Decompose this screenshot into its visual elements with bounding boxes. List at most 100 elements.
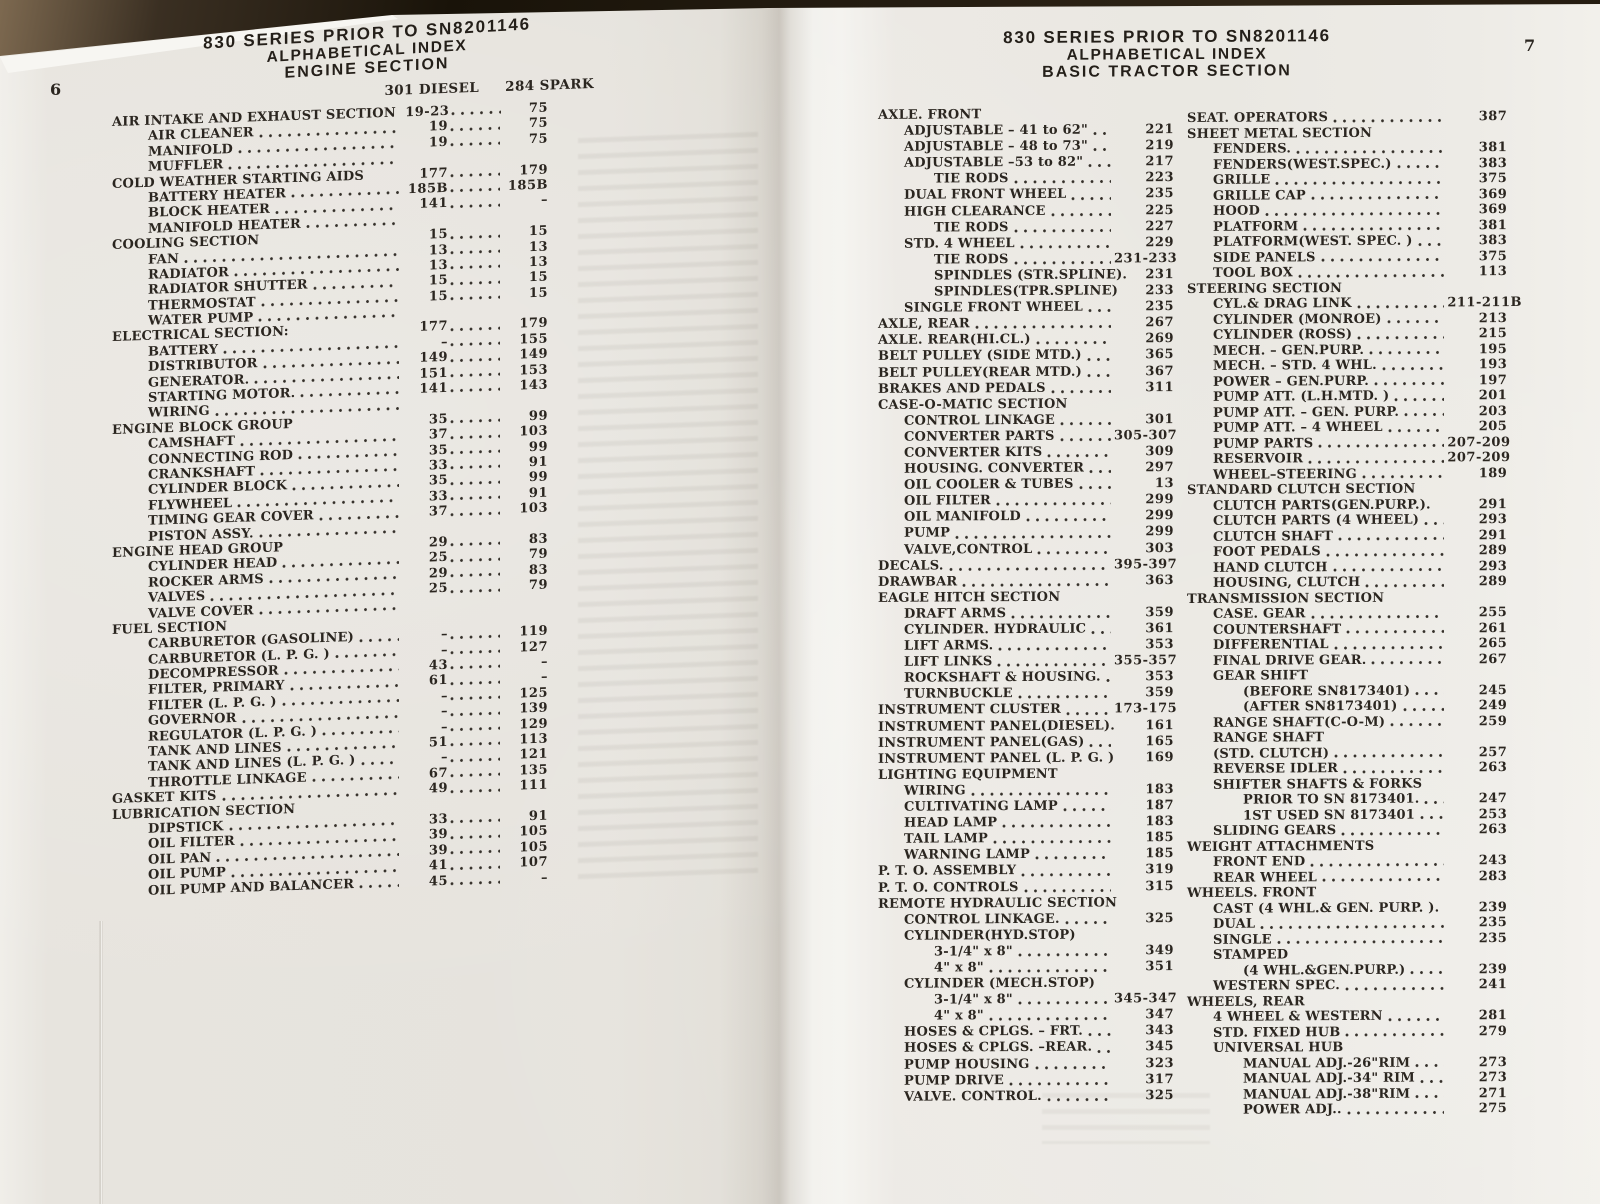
dot-leader bbox=[450, 494, 500, 502]
index-entry-label: CONVERTER PARTS bbox=[904, 428, 1055, 445]
index-entry-label: CULTIVATING LAMP bbox=[904, 798, 1058, 815]
dot-leader bbox=[1047, 452, 1111, 459]
index-row: PUMP 299 bbox=[878, 525, 1174, 543]
dot-leader bbox=[1275, 178, 1445, 186]
dot-leader bbox=[450, 417, 500, 425]
index-entry-label: TRANSMISSION SECTION bbox=[1187, 590, 1385, 607]
dot-leader bbox=[450, 124, 500, 133]
dot-leader bbox=[450, 402, 500, 410]
diesel-page-number: 19 bbox=[428, 134, 448, 151]
index-entry-label: 4" x 8" bbox=[934, 960, 984, 976]
index-entry-label: DRAWBAR bbox=[878, 574, 958, 590]
dot-leader bbox=[450, 217, 500, 225]
index-row: LIGHTING EQUIPMENT bbox=[878, 766, 1174, 784]
dot-leader bbox=[997, 661, 1111, 669]
spark-page-number: 179 bbox=[519, 162, 548, 179]
dot-leader bbox=[334, 651, 399, 660]
dot-leader bbox=[1260, 922, 1445, 931]
spark-page-number: 75 bbox=[528, 100, 548, 117]
index-entry-label: FRONT END bbox=[1213, 854, 1306, 870]
index-row: CONTROL LINKAGE 301 bbox=[878, 412, 1174, 430]
dot-leader bbox=[1318, 442, 1445, 450]
index-entry-label: HAND CLUTCH bbox=[1213, 559, 1328, 576]
entry-page-number: 185 bbox=[1145, 830, 1174, 846]
index-entry-label: (BEFORE SN8173401) bbox=[1243, 683, 1411, 700]
dot-leader bbox=[450, 171, 500, 179]
index-row: STD. FIXED HUB 279 bbox=[1187, 1024, 1507, 1041]
spark-page-number: 149 bbox=[519, 346, 548, 363]
dot-leader bbox=[1332, 566, 1445, 574]
diesel-page-number: 19 bbox=[428, 119, 448, 135]
index-entry-label: WESTERN SPEC. bbox=[1213, 978, 1341, 994]
dot-leader bbox=[450, 248, 500, 256]
dot-leader bbox=[1394, 395, 1445, 403]
dot-leader bbox=[1381, 364, 1445, 372]
dot-leader bbox=[450, 617, 500, 625]
entry-page-number: 203 bbox=[1478, 403, 1508, 419]
entry-page-number: 361 bbox=[1145, 621, 1174, 637]
entry-page-number: 289 bbox=[1478, 543, 1508, 559]
diesel-page-number: 15 bbox=[428, 273, 448, 289]
index-row: OIL FILTER 299 bbox=[878, 492, 1174, 510]
entry-page-number: 315 bbox=[1145, 878, 1174, 894]
dot-leader bbox=[974, 323, 1111, 331]
entry-page-number: 291 bbox=[1478, 527, 1508, 543]
index-row: BELT PULLEY(REAR MTD.) 367 bbox=[878, 364, 1174, 382]
underlying-page-edge bbox=[99, 921, 103, 1204]
index-entry-label: UNIVERSAL HUB bbox=[1213, 1040, 1344, 1056]
index-entry-label: STANDARD CLUTCH SECTION bbox=[1187, 481, 1416, 498]
dot-leader bbox=[1017, 999, 1111, 1007]
index-entry-label: REAR WHEEL bbox=[1213, 869, 1317, 886]
diesel-page-number: 151 bbox=[419, 365, 448, 382]
index-row: SPINDLES(TPR.SPLINE) 233 bbox=[878, 283, 1174, 301]
diesel-page-number: 49 bbox=[428, 781, 448, 797]
dot-leader bbox=[450, 571, 500, 579]
entry-page-number: 261 bbox=[1478, 620, 1508, 636]
dot-leader bbox=[1404, 411, 1445, 418]
dot-leader bbox=[450, 709, 500, 718]
dot-leader bbox=[450, 663, 500, 672]
dot-leader bbox=[450, 879, 500, 887]
index-row: TURNBUCKLE 359 bbox=[878, 685, 1174, 703]
entry-page-number: 291 bbox=[1478, 496, 1508, 512]
dot-leader bbox=[450, 802, 500, 810]
index-entry-label: INSTRUMENT CLUSTER bbox=[878, 702, 1062, 719]
entry-page-number: 195 bbox=[1478, 341, 1508, 357]
entry-page-number: 161 bbox=[1145, 717, 1174, 733]
entry-page-number: 351 bbox=[1145, 959, 1174, 975]
index-row: TIE RODS 231-233 bbox=[878, 251, 1177, 269]
dot-leader bbox=[450, 832, 500, 841]
entry-page-number: 265 bbox=[1478, 636, 1508, 652]
dot-leader bbox=[1071, 195, 1111, 202]
index-row: CYLINDER(HYD.STOP) bbox=[878, 927, 1174, 945]
dot-leader bbox=[450, 232, 500, 241]
spark-page-number: 99 bbox=[528, 408, 548, 424]
index-row: CASE-O-MATIC SECTION bbox=[878, 396, 1174, 414]
dot-leader bbox=[1298, 271, 1445, 279]
dot-leader bbox=[1011, 613, 1111, 621]
dot-leader bbox=[450, 648, 500, 656]
index-entry-label: 4" x 8" bbox=[934, 1008, 984, 1024]
spark-page-number: 113 bbox=[519, 731, 548, 748]
dot-leader bbox=[450, 186, 500, 195]
index-row: TAIL LAMP 185 bbox=[878, 830, 1174, 848]
entry-page-number: 169 bbox=[1145, 749, 1174, 765]
index-row: PUMP HOUSING 323 bbox=[878, 1056, 1174, 1074]
index-row: HOSES & CPLGS. –REAR. 345 bbox=[878, 1040, 1174, 1058]
dot-leader bbox=[1320, 256, 1445, 264]
diesel-page-number: 15 bbox=[428, 288, 448, 305]
dot-leader bbox=[1386, 318, 1445, 325]
entry-page-number: 233 bbox=[1145, 283, 1174, 299]
dot-leader bbox=[1092, 146, 1111, 153]
dot-leader bbox=[1310, 860, 1445, 868]
index-row: EAGLE HITCH SECTION bbox=[878, 589, 1174, 607]
index-row: INSTRUMENT CLUSTER 173-175 bbox=[878, 702, 1177, 720]
index-row: SEAT. OPERATORS 387 bbox=[1187, 109, 1507, 126]
spark-page-number: 127 bbox=[519, 639, 548, 656]
index-entry-label: MANUAL ADJ.-38"RIM bbox=[1243, 1086, 1411, 1103]
spark-page-number bbox=[502, 404, 548, 406]
spark-page-number: 139 bbox=[519, 700, 548, 717]
entry-page-number: 297 bbox=[1145, 460, 1174, 476]
dot-leader bbox=[1002, 822, 1111, 830]
index-entry-label: FENDERS. bbox=[1213, 141, 1292, 157]
